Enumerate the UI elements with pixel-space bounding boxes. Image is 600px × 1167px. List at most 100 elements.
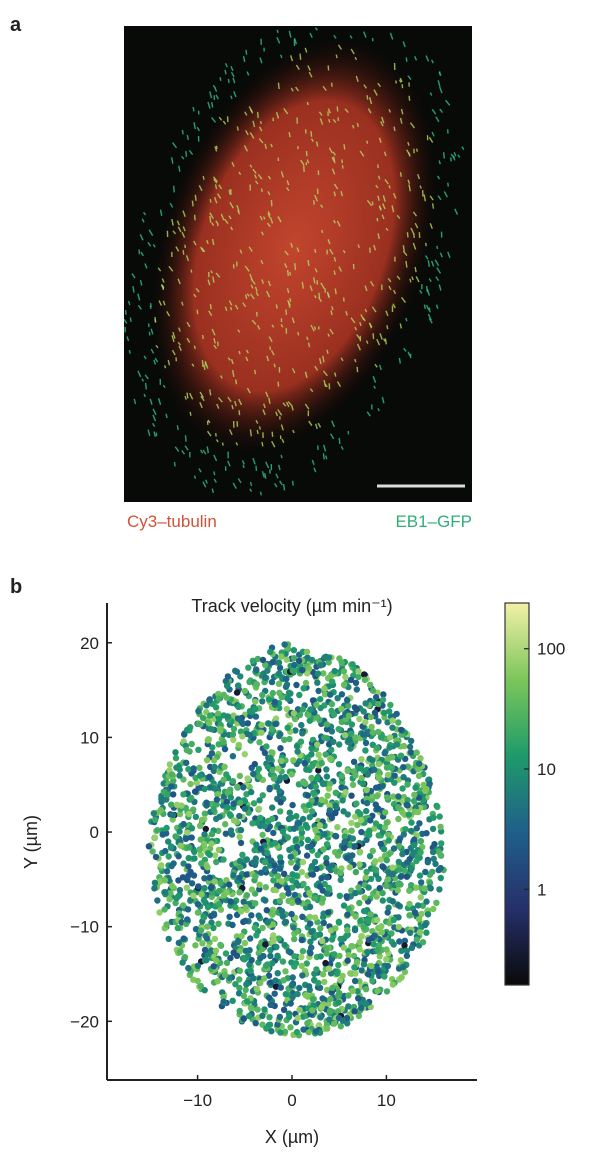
scatter-point bbox=[336, 892, 343, 899]
scatter-point bbox=[259, 945, 266, 953]
eb1-comet bbox=[207, 419, 211, 424]
eb1-comet bbox=[386, 325, 389, 330]
scatter-point bbox=[284, 724, 291, 731]
scatter-point bbox=[246, 947, 253, 954]
scatter-point bbox=[384, 794, 391, 801]
scatter-point bbox=[302, 992, 310, 999]
scatter-point bbox=[249, 820, 256, 827]
eb1-comet bbox=[202, 175, 205, 180]
scatter-point bbox=[240, 898, 247, 905]
eb1-comet bbox=[412, 242, 417, 250]
scatter-point bbox=[375, 968, 382, 975]
scatter-point bbox=[323, 773, 331, 780]
scatter-point bbox=[183, 884, 190, 891]
eb1-comet bbox=[364, 308, 368, 313]
scatter-point bbox=[399, 850, 406, 858]
eb1-comet bbox=[438, 71, 442, 76]
scatter-point bbox=[356, 848, 364, 856]
eb1-comet bbox=[256, 429, 259, 435]
eb1-comet bbox=[133, 398, 137, 405]
eb1-comet bbox=[249, 164, 253, 168]
scatter-point bbox=[364, 771, 371, 778]
eb1-comet bbox=[270, 349, 275, 356]
scatter-point bbox=[272, 715, 280, 722]
eb1-comet bbox=[340, 357, 344, 362]
scatter-point bbox=[389, 864, 396, 871]
scatter-point bbox=[309, 871, 317, 878]
eb1-comet bbox=[287, 401, 293, 408]
scatter-point bbox=[203, 757, 211, 764]
eb1-comet bbox=[230, 226, 234, 231]
eb1-comet bbox=[211, 328, 216, 336]
scatter-point bbox=[201, 946, 209, 954]
scatter-points bbox=[145, 641, 447, 1039]
scatter-point bbox=[269, 804, 276, 811]
scatter-point bbox=[396, 938, 403, 945]
eb1-comet bbox=[380, 121, 384, 127]
eb1-comet bbox=[322, 355, 325, 363]
scatter-point bbox=[253, 985, 260, 993]
eb1-comet bbox=[189, 411, 192, 416]
eb1-comet bbox=[313, 326, 317, 331]
eb1-comet bbox=[219, 77, 222, 81]
scatter-point bbox=[345, 712, 353, 719]
scatter-point bbox=[230, 800, 237, 807]
eb1-comet bbox=[251, 319, 257, 325]
scatter-point bbox=[353, 958, 361, 966]
scatter-point bbox=[211, 935, 219, 943]
scatter-point bbox=[190, 892, 197, 899]
eb1-comet bbox=[181, 450, 186, 455]
eb1-comet bbox=[255, 291, 259, 297]
scatter-point bbox=[406, 887, 413, 894]
scatter-point bbox=[327, 755, 334, 763]
scatter-point bbox=[168, 783, 175, 790]
eb1-comet bbox=[210, 101, 214, 108]
eb1-comet bbox=[331, 306, 334, 311]
eb1-comet bbox=[280, 454, 283, 459]
eb1-comet bbox=[367, 108, 372, 114]
eb1-comet bbox=[229, 201, 235, 209]
scatter-point bbox=[399, 963, 407, 971]
scatter-point bbox=[352, 734, 359, 741]
eb1-comet bbox=[373, 89, 378, 96]
scatter-point bbox=[173, 801, 181, 808]
eb1-comet bbox=[299, 53, 302, 60]
scatter-point bbox=[370, 941, 377, 948]
scatter-point bbox=[288, 771, 295, 778]
scatter-point bbox=[417, 894, 424, 901]
eb1-comet bbox=[454, 208, 459, 215]
eb1-comet bbox=[126, 336, 130, 342]
eb1-comet bbox=[169, 202, 174, 208]
scatter-point bbox=[352, 679, 360, 686]
scatter-point bbox=[194, 962, 202, 969]
eb1-comet bbox=[213, 337, 216, 344]
eb1-comet bbox=[234, 400, 237, 407]
scatter-point bbox=[375, 700, 382, 708]
scatter-point bbox=[296, 1006, 303, 1013]
scatter-point bbox=[289, 871, 296, 878]
eb1-comet bbox=[214, 87, 218, 92]
scatter-point bbox=[303, 960, 310, 967]
scatter-point bbox=[317, 662, 324, 669]
scatter-point bbox=[426, 780, 433, 787]
scatter-point bbox=[185, 854, 192, 862]
scatter-point bbox=[383, 988, 391, 995]
scatter-point bbox=[180, 776, 187, 783]
scatter-point bbox=[315, 751, 322, 758]
scatter-point bbox=[294, 748, 301, 755]
eb1-comet bbox=[304, 371, 308, 378]
scatter-point bbox=[391, 772, 398, 779]
eb1-comet bbox=[209, 303, 212, 310]
scatter-point bbox=[384, 719, 391, 726]
scatter-point bbox=[244, 775, 251, 783]
eb1-comet bbox=[199, 402, 203, 409]
eb1-comet bbox=[289, 55, 294, 62]
scatter-point bbox=[226, 811, 233, 818]
scatter-point bbox=[161, 877, 169, 884]
eb1-comet bbox=[177, 278, 181, 285]
eb1-comet bbox=[206, 430, 212, 437]
eb1-comet bbox=[254, 174, 258, 179]
scatter-point bbox=[381, 709, 388, 717]
eb1-comet bbox=[141, 218, 145, 223]
scatter-point bbox=[276, 1013, 284, 1021]
